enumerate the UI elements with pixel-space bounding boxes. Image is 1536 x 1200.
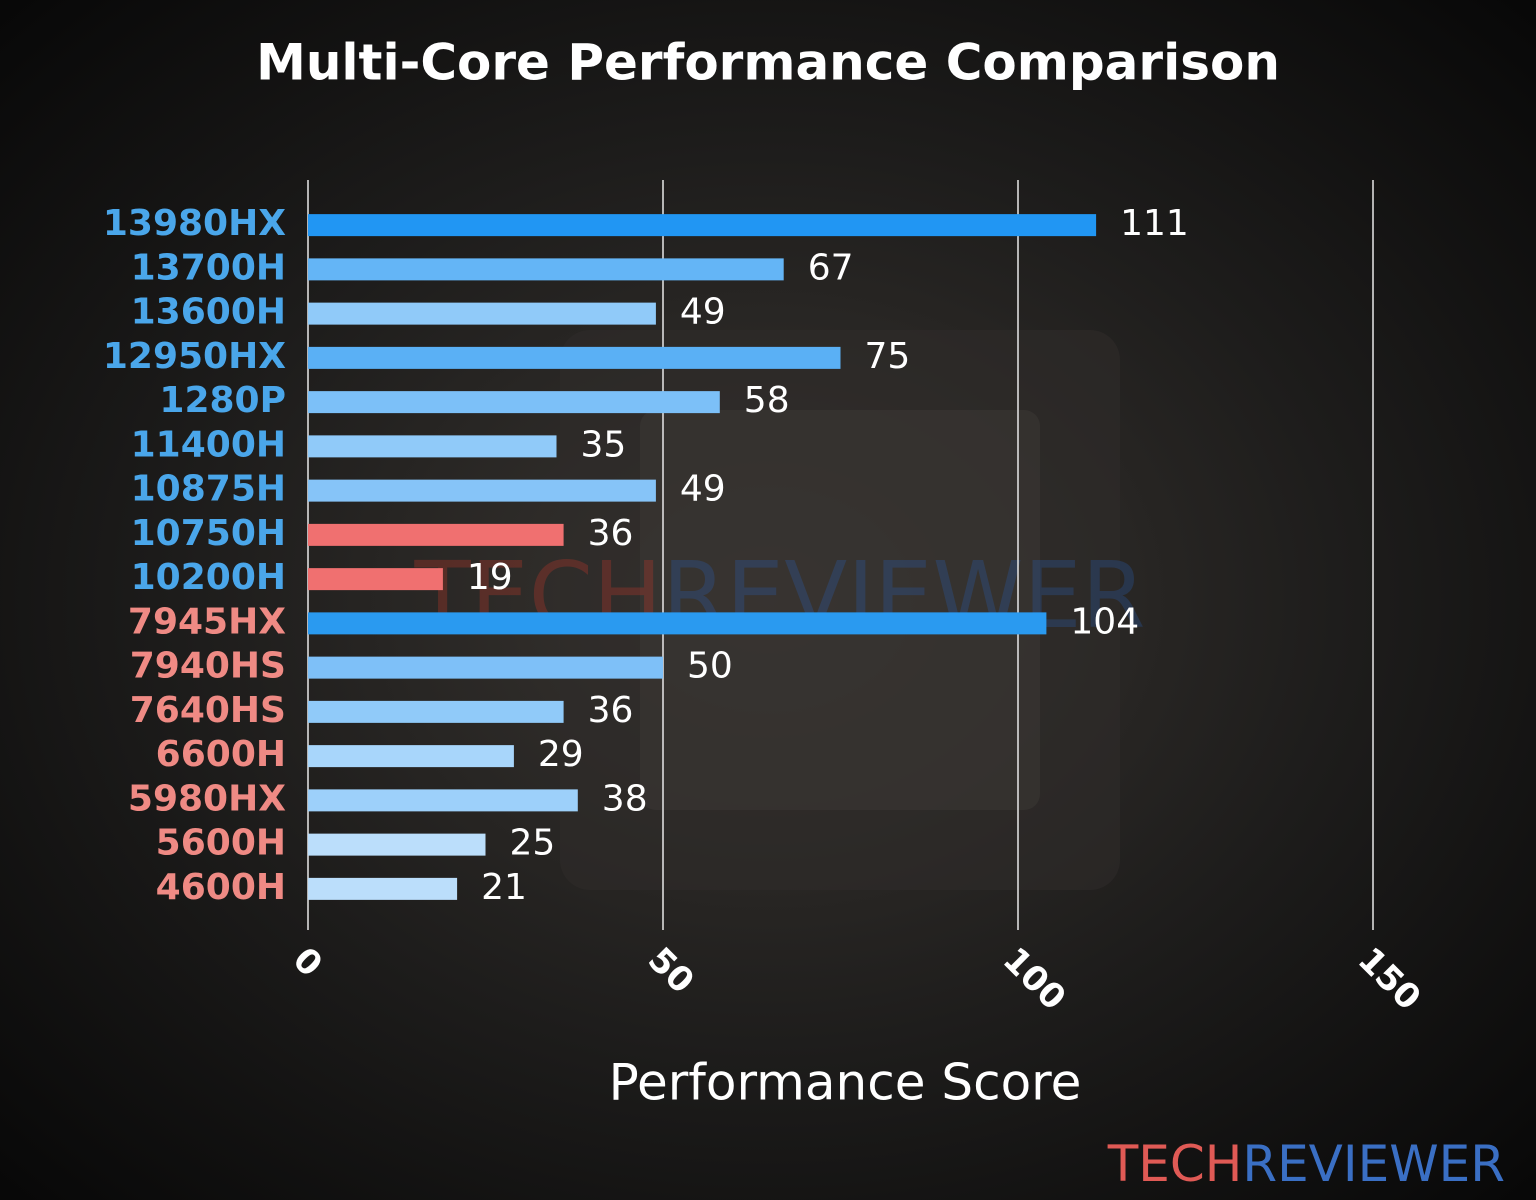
bar [308,877,458,900]
logo-tech: TECH [1107,1135,1243,1193]
y-tick-label: 7940HS [130,646,286,687]
value-label: 49 [680,469,726,510]
bar [308,612,1047,635]
value-label: 38 [602,778,648,819]
logo: TECHREVIEWER [1107,1135,1505,1193]
value-label: 35 [581,424,627,465]
bar [308,789,578,812]
y-tick-label: 5980HX [128,778,286,819]
bar [308,745,514,768]
y-tick-label: 7945HX [128,601,286,642]
y-tick-label: 12950HX [103,336,286,377]
y-tick-label: 1280P [159,380,286,421]
value-label: 25 [510,823,556,864]
y-tick-label: 13980HX [103,203,286,244]
bar [308,346,841,369]
bar [308,568,443,591]
value-label: 19 [467,557,513,598]
value-label: 67 [808,247,854,288]
y-tick-label: 10750H [131,513,286,554]
bar [308,435,557,458]
bar [308,391,720,414]
y-tick-label: 13700H [131,247,286,288]
y-tick-label: 10875H [131,469,286,510]
bar [308,833,486,856]
value-label: 36 [588,513,634,554]
bar [308,700,564,723]
value-label: 58 [744,380,790,421]
value-label: 104 [1070,601,1139,642]
y-tick-label: 13600H [131,292,286,333]
value-label: 50 [687,646,733,687]
value-label: 111 [1120,203,1189,244]
background-chip-core [640,410,1040,810]
bar [308,479,656,502]
y-tick-label: 11400H [131,424,286,465]
y-tick-label: 4600H [156,867,286,908]
y-tick-label: 7640HS [130,690,286,731]
value-label: 29 [538,734,584,775]
value-label: 49 [680,292,726,333]
y-tick-label: 5600H [156,823,286,864]
bar [308,523,564,546]
chart-title: Multi-Core Performance Comparison [256,34,1280,92]
x-axis-label: Performance Score [609,1054,1082,1112]
value-label: 36 [588,690,634,731]
value-label: 75 [865,336,911,377]
y-tick-label: 6600H [156,734,286,775]
y-tick-label: 10200H [131,557,286,598]
bar [308,656,663,679]
bar [308,258,784,281]
logo-reviewer: REVIEWER [1242,1135,1505,1193]
bar [308,302,656,325]
value-label: 21 [481,867,527,908]
bar [308,214,1097,237]
